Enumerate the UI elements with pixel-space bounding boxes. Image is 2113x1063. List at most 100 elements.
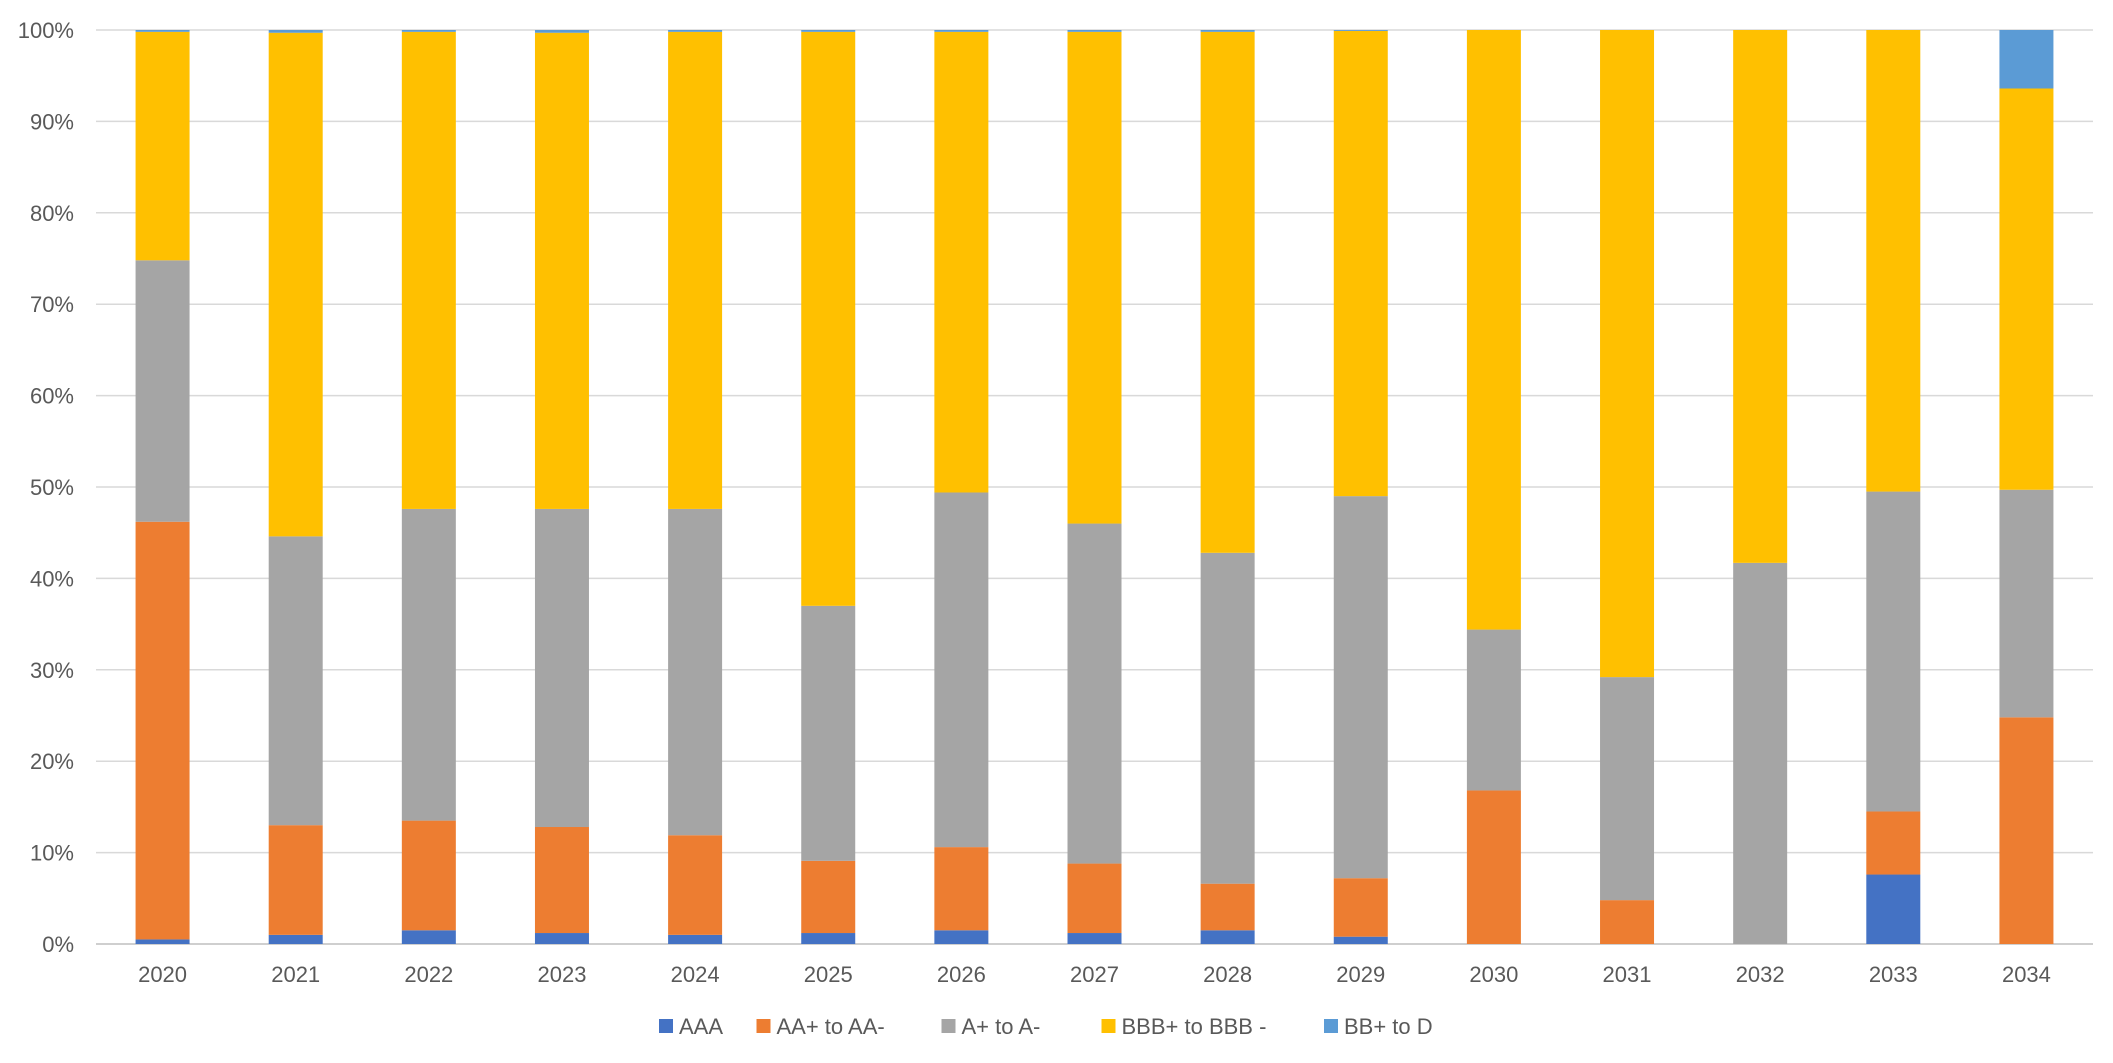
bar-segment [1999,30,2054,89]
bar-segment [135,939,190,944]
bar-segment [534,508,589,828]
x-tick-label: 2033 [1869,962,1918,987]
bar-segment [801,860,856,934]
bar-segment [401,31,456,509]
x-tick-label: 2026 [937,962,986,987]
y-tick-label: 80% [30,201,74,226]
bar-segment [934,30,989,32]
x-tick-label: 2023 [537,962,586,987]
bar-segment [268,825,323,935]
y-tick-label: 10% [30,841,74,866]
bar-segment [534,32,589,509]
bar-segment [1466,30,1521,630]
bar-segment [801,933,856,944]
legend-label: BBB+ to BBB - [1122,1014,1267,1039]
legend-swatch [1101,1019,1116,1033]
bar-segment [1067,30,1122,32]
bar-segment [934,492,989,848]
bar-segment [401,820,456,931]
bar-segment [135,521,190,940]
bar-segment [401,930,456,944]
bar-segment [534,933,589,944]
bar-segment [268,934,323,944]
bar-segment [1333,30,1388,31]
bar-segment [268,32,323,537]
y-axis: 0% 10% 20% 30% 40% 50% 60% 70% 80% 90% 100% [18,18,74,957]
x-tick-label: 2024 [671,962,720,987]
bar-segment [934,31,989,493]
bar-segment [1866,874,1921,944]
bar-segment [1200,552,1255,884]
bar-segment [1200,31,1255,553]
bar-segment [1333,496,1388,879]
y-tick-label: 0% [42,932,74,957]
bar-segment [668,835,723,935]
bar-segment [668,31,723,509]
y-tick-label: 70% [30,292,74,317]
bar-segment [1067,523,1122,864]
bar-segment [1600,30,1655,678]
bar-segment [1866,811,1921,875]
legend-swatch [1324,1019,1338,1033]
bar-segment [1200,930,1255,944]
bar-segment [1067,933,1122,944]
legend-label: A+ to A- [962,1014,1041,1039]
x-tick-label: 2027 [1070,962,1119,987]
legend: AAA AA+ to AA- A+ to A- BBB+ to BBB - BB+ to… [659,1014,1433,1039]
y-tick-label: 30% [30,658,74,683]
bar-segment [1999,717,2054,944]
bar-segment [268,30,323,33]
bar-segment [668,508,723,836]
bar-segment [1733,562,1788,944]
bar-segment [1866,30,1921,492]
bar-segment [934,930,989,944]
bar-segment [135,260,190,522]
bar-segment [934,847,989,931]
x-tick-label: 2025 [804,962,853,987]
bar-segment [534,30,589,33]
bar-segment [534,827,589,934]
bar-segment [801,30,856,32]
x-tick-label: 2031 [1603,962,1652,987]
bar-segment [1600,677,1655,901]
y-tick-label: 60% [30,384,74,409]
legend-item: BBB+ to BBB - [1101,1014,1267,1039]
bar-segment [1200,883,1255,931]
bar-segment [1999,88,2054,490]
bar-segment [1733,30,1788,563]
bar-segment [1333,30,1388,497]
x-tick-label: 2032 [1736,962,1785,987]
bar-segment [135,30,190,32]
legend-label: AAA [679,1014,723,1039]
legend-item: A+ to A- [941,1014,1041,1039]
legend-item: BB+ to D [1324,1014,1433,1039]
y-tick-label: 100% [18,18,74,43]
bar-segment [1466,790,1521,944]
x-tick-label: 2021 [271,962,320,987]
bar-segment [401,30,456,32]
bar-segment [135,31,190,261]
legend-item: AA+ to AA- [756,1014,885,1039]
x-tick-label: 2034 [2002,962,2051,987]
legend-swatch [756,1019,771,1033]
y-tick-label: 50% [30,475,74,500]
legend-swatch [941,1019,956,1033]
x-tick-label: 2030 [1469,962,1518,987]
bar-segment [1866,491,1921,812]
bar-segment [1333,878,1388,937]
bar-segment [1999,489,2054,718]
bar-segment [801,31,856,606]
bar-segment [1200,30,1255,32]
bar-segment [401,508,456,821]
bar-segment [801,605,856,861]
y-tick-label: 20% [30,749,74,774]
bar-segment [268,536,323,826]
legend-label: AA+ to AA- [777,1014,885,1039]
y-tick-label: 40% [30,566,74,591]
x-tick-label: 2020 [138,962,187,987]
legend-label: BB+ to D [1344,1014,1433,1039]
bar-segment [1600,900,1655,944]
bar-segment [668,934,723,944]
